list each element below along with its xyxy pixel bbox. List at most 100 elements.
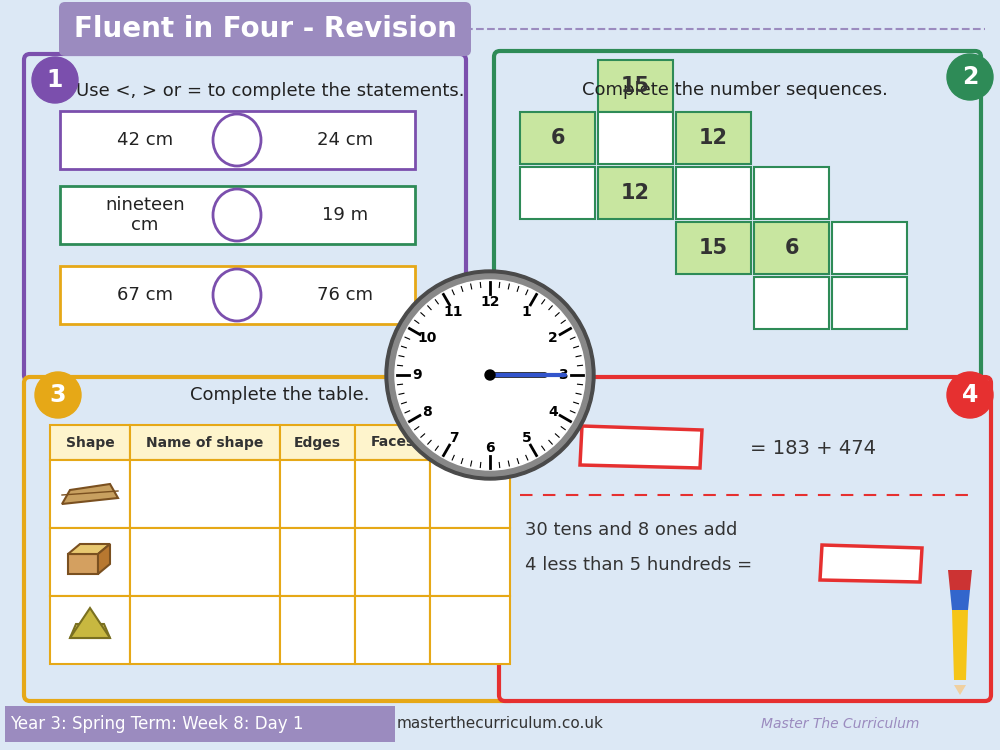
Text: Faces: Faces — [370, 436, 415, 449]
FancyBboxPatch shape — [499, 377, 991, 701]
FancyBboxPatch shape — [520, 167, 595, 219]
Text: Complete the table.: Complete the table. — [190, 386, 370, 404]
Text: 11: 11 — [444, 304, 463, 319]
Text: Shape: Shape — [66, 436, 114, 449]
Text: Vertices: Vertices — [438, 436, 502, 449]
Text: 15: 15 — [621, 76, 650, 96]
Text: Edges: Edges — [294, 436, 341, 449]
Text: Year 3: Spring Term: Week 8: Day 1: Year 3: Spring Term: Week 8: Day 1 — [10, 715, 304, 733]
FancyBboxPatch shape — [520, 112, 595, 164]
FancyBboxPatch shape — [598, 112, 673, 164]
Text: 6: 6 — [485, 441, 495, 455]
Text: Complete the number sequences.: Complete the number sequences. — [582, 81, 888, 99]
FancyBboxPatch shape — [676, 112, 751, 164]
Text: 12: 12 — [480, 295, 500, 309]
Circle shape — [389, 274, 591, 476]
FancyBboxPatch shape — [60, 266, 415, 324]
Polygon shape — [70, 624, 110, 638]
Polygon shape — [948, 570, 972, 590]
Text: Use <, > or = to complete the statements.: Use <, > or = to complete the statements… — [76, 82, 464, 100]
FancyBboxPatch shape — [598, 167, 673, 219]
Circle shape — [947, 54, 993, 100]
FancyBboxPatch shape — [355, 596, 430, 664]
FancyBboxPatch shape — [280, 460, 355, 528]
Text: 3: 3 — [50, 383, 66, 407]
Text: 4 less than 5 hundreds =: 4 less than 5 hundreds = — [525, 556, 752, 574]
FancyBboxPatch shape — [676, 167, 751, 219]
FancyBboxPatch shape — [430, 460, 510, 528]
Text: nineteen
cm: nineteen cm — [105, 196, 185, 235]
FancyBboxPatch shape — [130, 425, 280, 460]
Text: 19 m: 19 m — [322, 206, 368, 224]
Circle shape — [485, 370, 495, 380]
FancyBboxPatch shape — [60, 186, 415, 244]
FancyBboxPatch shape — [50, 425, 130, 460]
Text: 1: 1 — [47, 68, 63, 92]
FancyBboxPatch shape — [355, 528, 430, 596]
FancyBboxPatch shape — [130, 460, 280, 528]
Polygon shape — [950, 590, 970, 610]
FancyBboxPatch shape — [676, 222, 751, 274]
FancyBboxPatch shape — [50, 596, 130, 664]
Text: 1: 1 — [522, 304, 531, 319]
FancyBboxPatch shape — [355, 460, 430, 528]
FancyBboxPatch shape — [832, 222, 907, 274]
Text: 12: 12 — [699, 128, 728, 148]
FancyBboxPatch shape — [280, 425, 355, 460]
Text: 67 cm: 67 cm — [117, 286, 173, 304]
Text: 6: 6 — [550, 128, 565, 148]
Polygon shape — [580, 426, 702, 468]
Text: 4: 4 — [548, 404, 558, 418]
Ellipse shape — [213, 269, 261, 321]
Text: 2: 2 — [962, 65, 978, 89]
FancyBboxPatch shape — [754, 222, 829, 274]
FancyBboxPatch shape — [5, 706, 395, 742]
Ellipse shape — [213, 114, 261, 166]
Circle shape — [35, 372, 81, 418]
FancyBboxPatch shape — [280, 596, 355, 664]
Text: 8: 8 — [422, 404, 432, 418]
FancyBboxPatch shape — [430, 528, 510, 596]
Circle shape — [947, 372, 993, 418]
Text: 3: 3 — [558, 368, 568, 382]
Text: 10: 10 — [417, 332, 436, 346]
Circle shape — [32, 57, 78, 103]
FancyBboxPatch shape — [754, 167, 829, 219]
Text: 5: 5 — [522, 431, 531, 445]
FancyBboxPatch shape — [494, 51, 981, 381]
Text: masterthecurriculum.co.uk: masterthecurriculum.co.uk — [397, 716, 603, 731]
Text: 9: 9 — [412, 368, 422, 382]
FancyBboxPatch shape — [598, 60, 673, 112]
FancyBboxPatch shape — [355, 425, 430, 460]
Text: 24 cm: 24 cm — [317, 131, 373, 149]
FancyBboxPatch shape — [754, 277, 829, 329]
Polygon shape — [68, 544, 110, 554]
Text: Name of shape: Name of shape — [146, 436, 264, 449]
Circle shape — [395, 280, 585, 470]
FancyBboxPatch shape — [24, 377, 516, 701]
Polygon shape — [952, 610, 968, 680]
Text: 6: 6 — [784, 238, 799, 258]
Polygon shape — [68, 554, 98, 574]
Text: = 183 + 474: = 183 + 474 — [750, 439, 876, 458]
FancyBboxPatch shape — [130, 528, 280, 596]
Text: 76 cm: 76 cm — [317, 286, 373, 304]
Text: Master The Curriculum: Master The Curriculum — [761, 717, 919, 731]
Polygon shape — [954, 685, 966, 695]
Polygon shape — [70, 608, 110, 638]
FancyBboxPatch shape — [50, 528, 130, 596]
Text: 2: 2 — [548, 332, 558, 346]
FancyBboxPatch shape — [130, 596, 280, 664]
Polygon shape — [62, 484, 118, 504]
Circle shape — [385, 270, 595, 480]
Ellipse shape — [213, 189, 261, 241]
FancyBboxPatch shape — [60, 111, 415, 169]
Text: 30 tens and 8 ones add: 30 tens and 8 ones add — [525, 521, 737, 539]
Polygon shape — [820, 545, 922, 582]
Text: 15: 15 — [699, 238, 728, 258]
Text: 4: 4 — [962, 383, 978, 407]
Text: Fluent in Four - Revision: Fluent in Four - Revision — [74, 15, 456, 43]
FancyBboxPatch shape — [430, 425, 510, 460]
Text: 7: 7 — [449, 431, 458, 445]
FancyBboxPatch shape — [280, 528, 355, 596]
